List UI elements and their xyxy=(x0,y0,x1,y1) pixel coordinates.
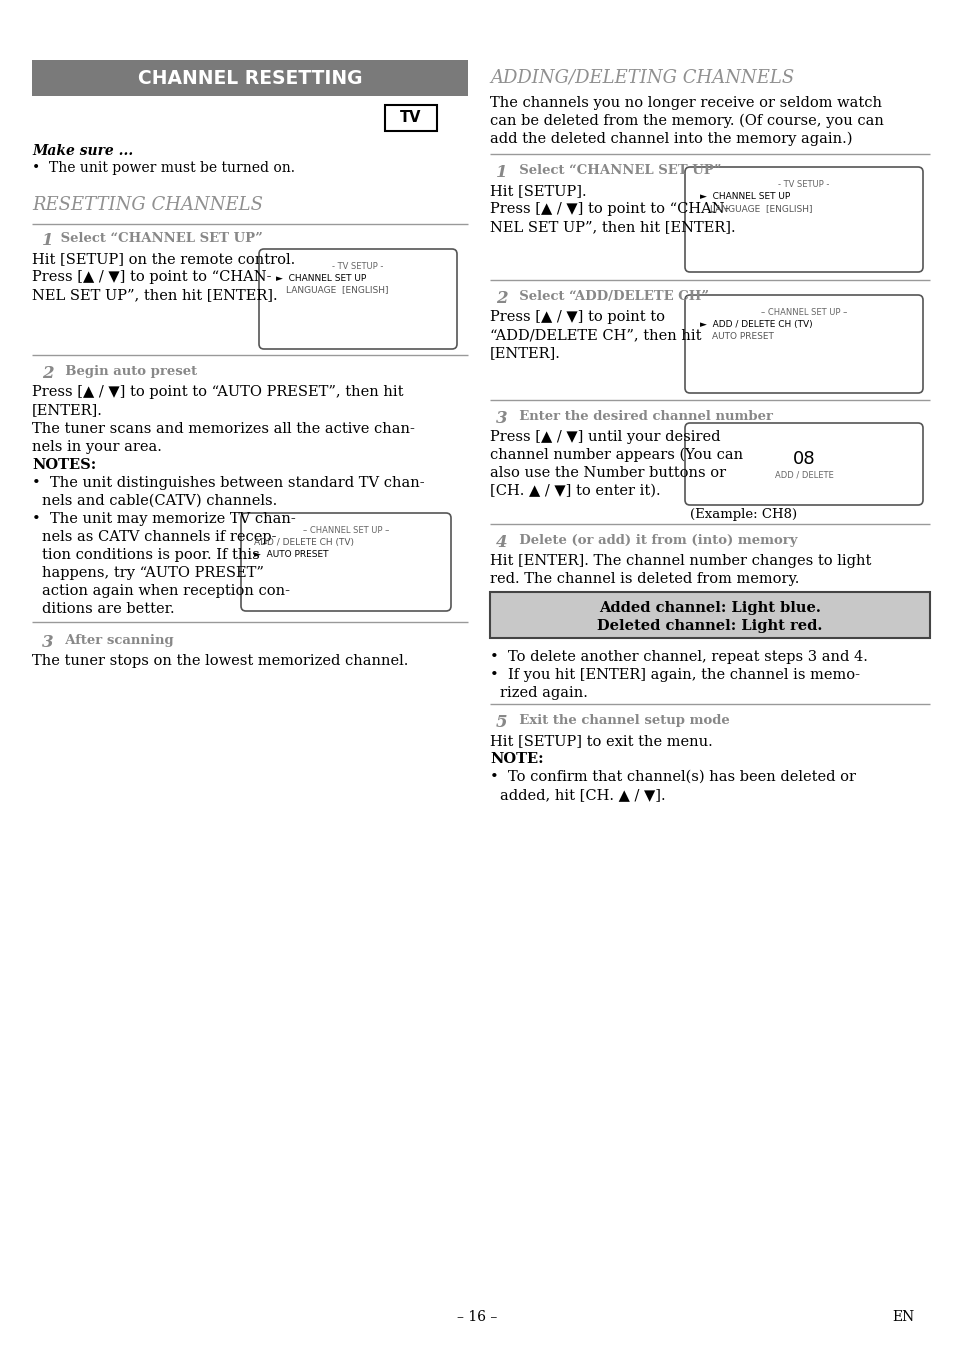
Text: channel number appears (You can: channel number appears (You can xyxy=(490,448,742,462)
Text: Press [▲ / ▼] to point to “CHAN-: Press [▲ / ▼] to point to “CHAN- xyxy=(490,202,729,216)
Text: Press [▲ / ▼] until your desired: Press [▲ / ▼] until your desired xyxy=(490,430,720,443)
Text: action again when reception con-: action again when reception con- xyxy=(42,584,290,599)
Text: The channels you no longer receive or seldom watch: The channels you no longer receive or se… xyxy=(490,96,882,111)
Bar xyxy=(385,105,436,131)
Text: 08: 08 xyxy=(792,450,815,468)
Text: ►  AUTO PRESET: ► AUTO PRESET xyxy=(253,550,328,559)
Text: The tuner stops on the lowest memorized channel.: The tuner stops on the lowest memorized … xyxy=(32,654,408,669)
Bar xyxy=(32,61,468,96)
Text: •  The unit distinguishes between standard TV chan-: • The unit distinguishes between standar… xyxy=(32,476,424,491)
Text: - TV SETUP -: - TV SETUP - xyxy=(332,262,383,271)
Text: ADDING/DELETING CHANNELS: ADDING/DELETING CHANNELS xyxy=(490,67,794,86)
Text: TV: TV xyxy=(400,111,421,125)
Text: ditions are better.: ditions are better. xyxy=(42,603,174,616)
FancyBboxPatch shape xyxy=(241,514,451,611)
Text: Press [▲ / ▼] to point to “CHAN-: Press [▲ / ▼] to point to “CHAN- xyxy=(32,270,272,284)
Text: Select “CHANNEL SET UP”: Select “CHANNEL SET UP” xyxy=(510,164,720,177)
Text: Press [▲ / ▼] to point to: Press [▲ / ▼] to point to xyxy=(490,310,664,324)
Text: LANGUAGE  [ENGLISH]: LANGUAGE [ENGLISH] xyxy=(286,284,388,294)
Text: •  If you hit [ENTER] again, the channel is memo-: • If you hit [ENTER] again, the channel … xyxy=(490,669,859,682)
Text: [ENTER].: [ENTER]. xyxy=(32,403,103,417)
Text: 4: 4 xyxy=(496,534,507,551)
FancyBboxPatch shape xyxy=(684,423,923,506)
Text: LANGUAGE  [ENGLISH]: LANGUAGE [ENGLISH] xyxy=(709,204,812,213)
Text: add the deleted channel into the memory again.): add the deleted channel into the memory … xyxy=(490,132,852,147)
Text: nels as CATV channels if recep-: nels as CATV channels if recep- xyxy=(42,530,276,545)
FancyBboxPatch shape xyxy=(258,249,456,349)
Text: Hit [SETUP].: Hit [SETUP]. xyxy=(490,183,586,198)
Text: RESETTING CHANNELS: RESETTING CHANNELS xyxy=(32,195,263,214)
Text: ►  CHANNEL SET UP: ► CHANNEL SET UP xyxy=(275,274,366,283)
Text: [ENTER].: [ENTER]. xyxy=(490,346,560,360)
Text: ►  ADD / DELETE CH (TV): ► ADD / DELETE CH (TV) xyxy=(700,319,812,329)
Text: EN: EN xyxy=(892,1310,914,1324)
Text: ADD / DELETE CH (TV): ADD / DELETE CH (TV) xyxy=(253,538,354,547)
Text: red. The channel is deleted from memory.: red. The channel is deleted from memory. xyxy=(490,572,799,586)
Bar xyxy=(490,592,929,638)
Text: •  To delete another channel, repeat steps 3 and 4.: • To delete another channel, repeat step… xyxy=(490,650,867,665)
FancyBboxPatch shape xyxy=(684,167,923,272)
Text: Added channel: Light blue.: Added channel: Light blue. xyxy=(598,601,821,615)
Text: happens, try “AUTO PRESET”: happens, try “AUTO PRESET” xyxy=(42,566,264,580)
Text: tion conditions is poor. If this: tion conditions is poor. If this xyxy=(42,549,259,562)
Text: 1: 1 xyxy=(42,232,53,249)
Text: Hit [SETUP] on the remote control.: Hit [SETUP] on the remote control. xyxy=(32,252,294,266)
Text: •  To confirm that channel(s) has been deleted or: • To confirm that channel(s) has been de… xyxy=(490,770,855,785)
FancyBboxPatch shape xyxy=(684,295,923,394)
Text: nels in your area.: nels in your area. xyxy=(32,439,162,454)
Text: Hit [SETUP] to exit the menu.: Hit [SETUP] to exit the menu. xyxy=(490,735,712,748)
Text: Begin auto preset: Begin auto preset xyxy=(56,365,197,377)
Text: – CHANNEL SET UP –: – CHANNEL SET UP – xyxy=(760,307,846,317)
Text: •  The unit power must be turned on.: • The unit power must be turned on. xyxy=(32,160,294,175)
Text: – 16 –: – 16 – xyxy=(456,1310,497,1324)
Text: also use the Number buttons or: also use the Number buttons or xyxy=(490,466,725,480)
Text: ►  CHANNEL SET UP: ► CHANNEL SET UP xyxy=(700,191,789,201)
Text: – CHANNEL SET UP –: – CHANNEL SET UP – xyxy=(302,526,389,535)
Text: added, hit [CH. ▲ / ▼].: added, hit [CH. ▲ / ▼]. xyxy=(499,789,665,802)
Text: Enter the desired channel number: Enter the desired channel number xyxy=(510,410,772,423)
Text: Exit the channel setup mode: Exit the channel setup mode xyxy=(510,714,729,727)
Text: nels and cable(CATV) channels.: nels and cable(CATV) channels. xyxy=(42,493,277,508)
Text: rized again.: rized again. xyxy=(499,686,587,700)
Text: NEL SET UP”, then hit [ENTER].: NEL SET UP”, then hit [ENTER]. xyxy=(490,220,735,235)
Text: Select “CHANNEL SET UP”: Select “CHANNEL SET UP” xyxy=(56,232,263,245)
Text: Make sure ...: Make sure ... xyxy=(32,144,133,158)
Text: ADD / DELETE: ADD / DELETE xyxy=(774,470,833,479)
Text: Hit [ENTER]. The channel number changes to light: Hit [ENTER]. The channel number changes … xyxy=(490,554,870,568)
Text: AUTO PRESET: AUTO PRESET xyxy=(711,332,773,341)
Text: CHANNEL RESETTING: CHANNEL RESETTING xyxy=(137,69,362,88)
Text: The tuner scans and memorizes all the active chan-: The tuner scans and memorizes all the ac… xyxy=(32,422,415,435)
Text: [CH. ▲ / ▼] to enter it).: [CH. ▲ / ▼] to enter it). xyxy=(490,484,659,497)
Text: can be deleted from the memory. (Of course, you can: can be deleted from the memory. (Of cour… xyxy=(490,115,882,128)
Text: (Example: CH8): (Example: CH8) xyxy=(689,508,797,520)
Text: - TV SETUP -: - TV SETUP - xyxy=(778,181,829,189)
Text: After scanning: After scanning xyxy=(56,634,173,647)
Text: 3: 3 xyxy=(42,634,53,651)
Text: Press [▲ / ▼] to point to “AUTO PRESET”, then hit: Press [▲ / ▼] to point to “AUTO PRESET”,… xyxy=(32,386,403,399)
Text: “ADD/DELETE CH”, then hit: “ADD/DELETE CH”, then hit xyxy=(490,328,700,342)
Text: NEL SET UP”, then hit [ENTER].: NEL SET UP”, then hit [ENTER]. xyxy=(32,288,277,302)
Text: Deleted channel: Light red.: Deleted channel: Light red. xyxy=(597,619,821,634)
Text: Select “ADD/DELETE CH”: Select “ADD/DELETE CH” xyxy=(510,290,708,303)
Text: 2: 2 xyxy=(42,365,53,381)
Text: 1: 1 xyxy=(496,164,507,181)
Text: Delete (or add) it from (into) memory: Delete (or add) it from (into) memory xyxy=(510,534,797,547)
Text: 5: 5 xyxy=(496,714,507,731)
Text: 3: 3 xyxy=(496,410,507,427)
Text: 2: 2 xyxy=(496,290,507,307)
Text: •  The unit may memorize TV chan-: • The unit may memorize TV chan- xyxy=(32,512,295,526)
Text: NOTES:: NOTES: xyxy=(32,458,96,472)
Text: NOTE:: NOTE: xyxy=(490,752,543,766)
